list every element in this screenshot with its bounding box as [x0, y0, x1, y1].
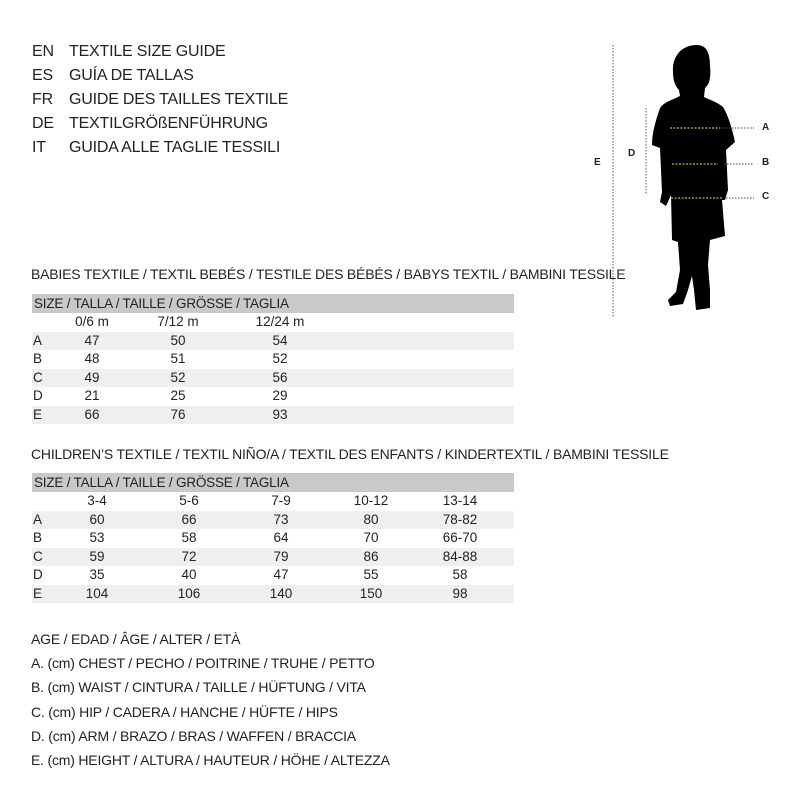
row-label: A [33, 511, 43, 527]
table-cell: 40 [181, 567, 197, 582]
table-cell: 98 [452, 585, 468, 601]
table-cell: 55 [363, 567, 379, 582]
column-header: 7-9 [271, 493, 291, 508]
table-row: A 60 66 73 80 78-82 [32, 510, 514, 529]
column-header: 10-12 [353, 493, 389, 508]
table-cell: 52 [272, 351, 288, 366]
table-cell: 49 [84, 369, 100, 385]
language-title: TEXTILE SIZE GUIDE [69, 43, 226, 60]
table-cell: 51 [170, 351, 186, 366]
child-silhouette-icon [612, 45, 754, 318]
row-label: E [33, 406, 43, 422]
table-row: C 59 72 79 86 84-88 [32, 547, 514, 566]
table-cell: 84-88 [442, 548, 478, 564]
legend-item: AGE / EDAD / ÂGE / ALTER / ETÀ [31, 631, 241, 647]
table-cell: 70 [363, 530, 379, 545]
table-cell: 35 [89, 567, 105, 582]
column-header-row: 3-4 5-6 7-9 10-12 13-14 [32, 492, 514, 511]
language-code: EN [32, 43, 54, 60]
language-code: FR [32, 91, 53, 108]
table-cell: 58 [452, 567, 468, 582]
table-cell: 58 [181, 530, 197, 545]
language-title: GUIDA ALLE TAGLIE TESSILI [69, 139, 281, 156]
size-header: SIZE / TALLA / TAILLE / GRÖSSE / TAGLIA [32, 294, 514, 313]
table-cell: 59 [89, 548, 105, 564]
table-row: C 49 52 56 [32, 368, 514, 387]
table-cell: 53 [89, 530, 105, 545]
table-cell: 104 [85, 585, 109, 601]
row-label: C [33, 548, 43, 564]
legend-item: C. (cm) HIP / CADERA / HANCHE / HÜFTE / … [31, 703, 338, 720]
table-cell: 66-70 [442, 530, 478, 545]
column-header: 12/24 m [255, 314, 305, 329]
legend-item: E. (cm) HEIGHT / ALTURA / HAUTEUR / HÖHE… [31, 752, 390, 768]
row-label: D [33, 388, 43, 403]
language-title: TEXTILGRÖßENFÜHRUNG [69, 115, 268, 132]
table-cell: 72 [181, 548, 197, 564]
table-cell: 54 [272, 332, 288, 348]
babies-title: BABIES TEXTILE / TEXTIL BEBÉS / TESTILE … [31, 266, 626, 282]
column-header: 0/6 m [75, 314, 109, 329]
table-cell: 25 [170, 388, 186, 403]
column-header: 3-4 [87, 493, 107, 508]
table-cell: 60 [89, 511, 105, 527]
table-cell: 150 [359, 585, 383, 601]
column-header: 5-6 [179, 493, 199, 508]
legend-item: A. (cm) CHEST / PECHO / POITRINE / TRUHE… [31, 655, 375, 672]
table-cell: 86 [363, 548, 379, 564]
column-header-row: 0/6 m 7/12 m 12/24 m [32, 313, 514, 332]
column-header: 13-14 [442, 493, 478, 508]
row-label: E [33, 585, 43, 601]
table-cell: 73 [273, 511, 289, 527]
table-row: A 47 50 54 [32, 331, 514, 350]
row-label: B [33, 351, 43, 366]
table-cell: 76 [170, 406, 186, 422]
table-cell: 47 [84, 332, 100, 348]
label-c: C [762, 191, 770, 202]
row-label: B [33, 530, 43, 545]
table-cell: 66 [84, 406, 100, 422]
table-cell: 56 [272, 369, 288, 385]
table-row: D 35 40 47 55 58 [32, 566, 514, 585]
label-b: B [762, 157, 770, 168]
table-cell: 21 [84, 388, 100, 403]
table-cell: 50 [170, 332, 186, 348]
table-row: E 104 106 140 150 98 [32, 584, 514, 603]
size-header: SIZE / TALLA / TAILLE / GRÖSSE / TAGLIA [32, 473, 514, 492]
row-label: D [33, 567, 43, 582]
label-a: A [762, 122, 770, 133]
table-cell: 29 [272, 388, 288, 403]
table-cell: 78-82 [442, 511, 478, 527]
table-row: E 66 76 93 [32, 405, 514, 424]
table-cell: 93 [272, 406, 288, 422]
table-cell: 80 [363, 511, 379, 527]
table-row: B 48 51 52 [32, 350, 514, 369]
table-cell: 64 [273, 530, 289, 545]
babies-size-table: SIZE / TALLA / TAILLE / GRÖSSE / TAGLIA 0… [32, 294, 514, 424]
language-title: GUÍA DE TALLAS [69, 67, 194, 84]
table-cell: 140 [269, 585, 293, 601]
table-row: D 21 25 29 [32, 387, 514, 406]
label-e: E [594, 157, 601, 168]
language-title: GUIDE DES TAILLES TEXTILE [69, 91, 289, 108]
table-cell: 47 [273, 567, 289, 582]
label-d: D [628, 148, 636, 159]
table-cell: 48 [84, 351, 100, 366]
child-silhouette-figure: A B C D E [580, 40, 780, 330]
table-cell: 52 [170, 369, 186, 385]
row-label: A [33, 332, 43, 348]
language-code: IT [32, 139, 46, 156]
table-cell: 79 [273, 548, 289, 564]
children-size-table: SIZE / TALLA / TAILLE / GRÖSSE / TAGLIA 3… [32, 473, 514, 603]
table-cell: 106 [177, 585, 201, 601]
table-cell: 66 [181, 511, 197, 527]
legend-item: B. (cm) WAIST / CINTURA / TAILLE / HÜFTU… [31, 679, 366, 696]
children-title: CHILDREN’S TEXTILE / TEXTIL NIÑO/A / TEX… [31, 446, 669, 462]
table-row: B 53 58 64 70 66-70 [32, 529, 514, 548]
language-code: DE [32, 115, 54, 132]
language-code: ES [32, 67, 53, 84]
legend-item: D. (cm) ARM / BRAZO / BRAS / WAFFEN / BR… [31, 727, 356, 744]
column-header: 7/12 m [157, 314, 199, 329]
row-label: C [33, 369, 43, 385]
